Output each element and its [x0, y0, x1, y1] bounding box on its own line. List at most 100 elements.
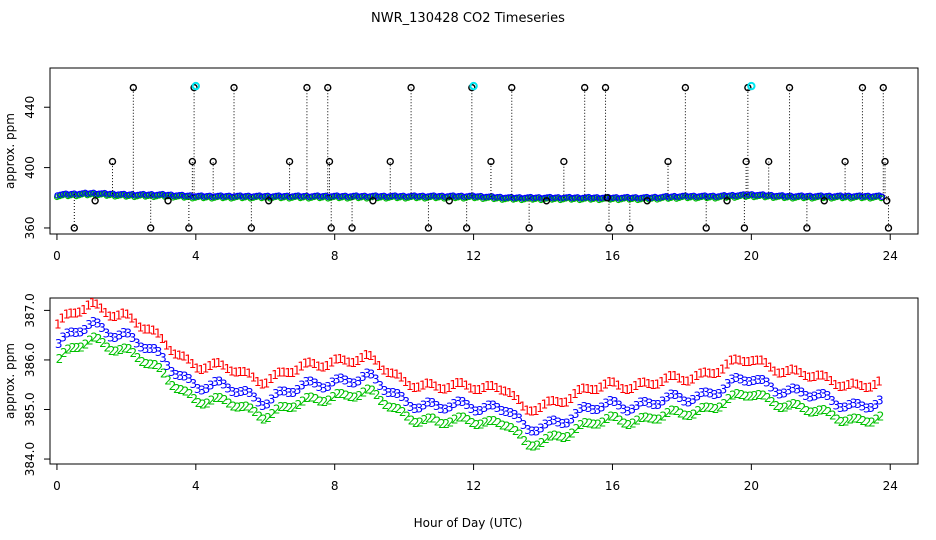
outlier-point	[108, 157, 117, 166]
series-1-mark: 1	[819, 368, 827, 382]
series-2-mark: 2	[329, 390, 337, 404]
series-3-mark: 3	[520, 418, 528, 432]
series-3-mark: 3	[711, 388, 719, 402]
x-axis-label: Hour of Day (UTC)	[414, 516, 523, 530]
series-1-mark: 1	[484, 379, 492, 393]
series-3-mark: 3	[859, 399, 867, 413]
series-3-mark: 3	[303, 375, 311, 389]
series-2-mark: 2	[790, 397, 798, 411]
series-3-mark: 3	[654, 398, 662, 412]
series-3-mark: 3	[289, 386, 297, 400]
series-2-mark: 2	[512, 424, 520, 438]
series-2-mark: 2	[355, 389, 363, 403]
series-2-mark: 2	[673, 404, 681, 418]
outlier-point	[424, 224, 433, 232]
y-axis-label-bottom: approx. ppm	[3, 343, 17, 419]
x-tick-label: 16	[605, 479, 620, 493]
series-3-mark: 3	[272, 387, 280, 401]
series-2-mark: 2	[799, 401, 807, 415]
series-1-mark: 1	[801, 369, 809, 383]
outlier-point	[879, 83, 887, 92]
series-2-mark: 2	[347, 390, 355, 404]
series-2-mark: 2	[451, 413, 459, 427]
series-3-mark: 3	[572, 407, 580, 421]
outlier-point	[820, 197, 828, 205]
series-1-mark: 1	[727, 354, 735, 368]
series-3-mark: 3	[411, 402, 419, 416]
series-1-mark: 1	[601, 377, 609, 391]
series-1-mark: 1	[567, 392, 575, 406]
series-3-mark: 3	[550, 414, 558, 428]
panel-co2-raw: approx. ppm 0 4 8 12 16 20 24 360 400 440	[3, 67, 919, 263]
series-1-mark: 1	[784, 364, 792, 378]
series-3-mark: 3	[381, 384, 389, 398]
series-3-mark: 3	[776, 388, 784, 402]
series-1-mark: 1	[223, 362, 231, 376]
series-2-mark: 2	[594, 418, 602, 432]
x-axis-top: 0 4 8 12 16 20 24	[53, 234, 898, 263]
series-3-mark: 3	[633, 399, 641, 413]
series-3-mark: 3	[463, 398, 471, 412]
series-3-mark: 3	[589, 403, 597, 417]
series-1-mark: 1	[497, 384, 505, 398]
y-axis-top: 360 400 440	[23, 96, 50, 239]
series-2-mark: 2	[399, 405, 407, 419]
outlier-point	[445, 197, 453, 205]
series-3-mark: 3	[350, 377, 358, 391]
series-2-mark: 2	[794, 398, 802, 412]
series-2-mark: 2	[308, 390, 316, 404]
series-2-mark: 2	[77, 340, 85, 354]
outlier-point	[884, 224, 893, 232]
plot-frame-top	[49, 67, 919, 235]
series-3-mark: 3	[646, 397, 654, 411]
series-3-mark: 3	[833, 399, 841, 413]
series-1-mark: 1	[823, 370, 831, 384]
series-2-mark: 2	[316, 394, 324, 408]
series-1-mark: 1	[688, 373, 696, 387]
series-3-mark: 3	[663, 390, 671, 404]
series-1-mark: 1	[645, 377, 653, 391]
series-1-mark: 1	[102, 306, 110, 320]
series-1-mark: 1	[723, 358, 731, 372]
series-2-mark: 2	[121, 341, 129, 355]
series-2-mark: 2	[164, 373, 172, 387]
series1-point	[878, 193, 886, 200]
series-1-mark: 1	[106, 309, 114, 323]
series-2-mark: 2	[651, 413, 659, 427]
series-1-mark: 1	[467, 381, 475, 395]
y-tick-label: 400	[23, 156, 37, 179]
series-1-mark: 1	[263, 377, 271, 391]
series-3-mark: 3	[129, 331, 137, 345]
y-axis-label-top: approx. ppm	[3, 113, 17, 189]
series-2-mark: 2	[681, 409, 689, 423]
series-3-mark: 3	[242, 384, 250, 398]
series-3-mark: 3	[442, 403, 450, 417]
outlier-point	[468, 83, 476, 92]
series-2-mark: 2	[603, 412, 611, 426]
series-2-mark: 2	[447, 416, 455, 430]
series-1-mark: 1	[445, 381, 453, 395]
series-1-mark: 1	[67, 306, 75, 320]
series-1-mark: 1	[840, 380, 848, 394]
series-3-mark: 3	[103, 327, 111, 341]
series-1-mark: 1	[76, 306, 84, 320]
series-1-mark: 1	[84, 299, 92, 313]
series-1-mark: 1	[532, 404, 540, 418]
series-3-mark: 3	[385, 386, 393, 400]
series-1-mark: 1	[853, 377, 861, 391]
series-3-mark: 3	[116, 329, 124, 343]
series-1-mark: 1	[423, 377, 431, 391]
series-3-mark: 3	[698, 386, 706, 400]
series-1-mark: 1	[754, 353, 762, 367]
series-3-mark: 3	[211, 375, 219, 389]
series-1-mark: 1	[871, 378, 879, 392]
series-2-mark: 2	[577, 418, 585, 432]
series-3-mark: 3	[581, 400, 589, 414]
series-2-mark: 2	[542, 432, 550, 446]
series-2-mark: 2	[56, 352, 64, 366]
series-2-mark: 2	[733, 387, 741, 401]
series-3-mark: 3	[203, 382, 211, 396]
series-3-mark: 3	[316, 380, 324, 394]
series-1-mark: 1	[354, 354, 362, 368]
series-3-mark: 3	[468, 402, 476, 416]
